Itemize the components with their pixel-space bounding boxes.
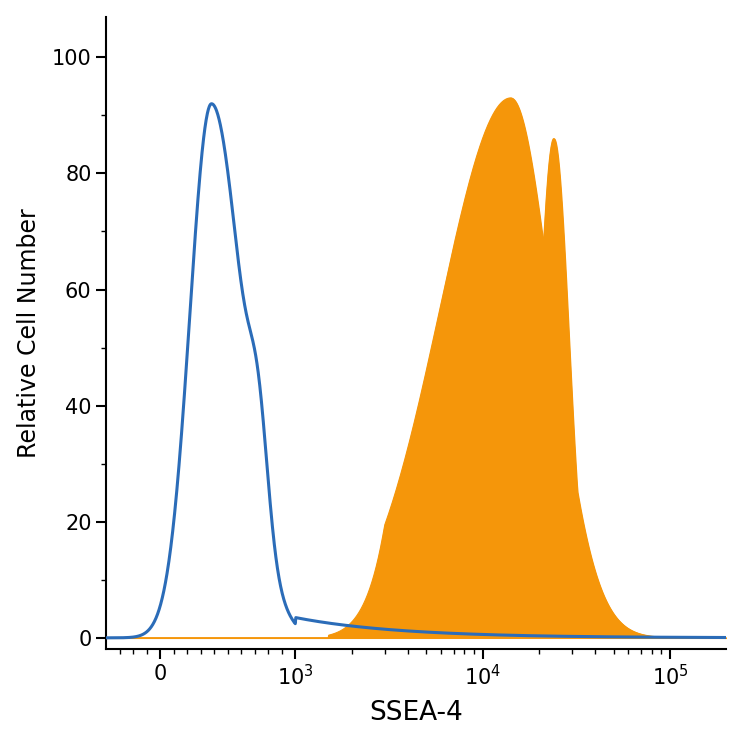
X-axis label: SSEA-4: SSEA-4 [369, 701, 463, 727]
Y-axis label: Relative Cell Number: Relative Cell Number [16, 208, 41, 458]
